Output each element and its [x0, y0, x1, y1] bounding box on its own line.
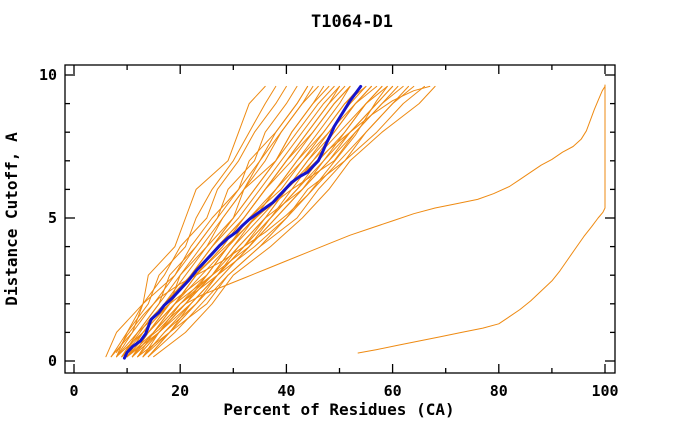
model-curve — [147, 85, 409, 358]
model-curve — [126, 85, 431, 351]
model-curve — [142, 85, 425, 358]
model-curve — [153, 85, 436, 358]
model-curve — [121, 85, 319, 358]
y-tick-label: 5 — [48, 209, 57, 227]
model-curve — [105, 85, 266, 358]
model-curve — [137, 85, 340, 358]
chart-title: T1064-D1 — [311, 12, 393, 32]
tick-label-layer: 0 20 40 60 80 100 0 5 10 — [39, 66, 619, 400]
model-curve — [142, 85, 351, 358]
series-layer — [105, 84, 606, 360]
y-tick-label: 0 — [48, 352, 57, 370]
y-tick-label: 10 — [39, 66, 57, 84]
x-tick-label: 100 — [591, 382, 618, 400]
model-curve — [116, 85, 309, 358]
model-curve — [357, 84, 606, 354]
model-curve — [121, 85, 340, 358]
model-curve — [116, 85, 330, 358]
model-curve — [116, 85, 351, 358]
model-curve — [116, 85, 388, 353]
model-curve — [142, 85, 399, 358]
x-tick-label: 60 — [384, 382, 402, 400]
model-curve — [131, 85, 378, 358]
model-curve — [110, 85, 287, 358]
y-axis-label: Distance Cutoff, A — [2, 132, 21, 306]
model-curve — [131, 85, 346, 358]
x-axis-label: Percent of Residues (CA) — [223, 400, 454, 419]
x-tick-label: 40 — [277, 382, 295, 400]
model-curve — [137, 85, 372, 358]
highlighted-model-curve — [122, 84, 363, 360]
x-tick-label: 0 — [69, 382, 78, 400]
model-curve — [137, 85, 388, 358]
model-curve — [131, 85, 325, 358]
axes-layer — [64, 64, 616, 374]
model-curve — [116, 85, 277, 358]
x-tick-label: 80 — [490, 382, 508, 400]
x-tick-label: 20 — [171, 382, 189, 400]
model-curve — [147, 85, 606, 339]
